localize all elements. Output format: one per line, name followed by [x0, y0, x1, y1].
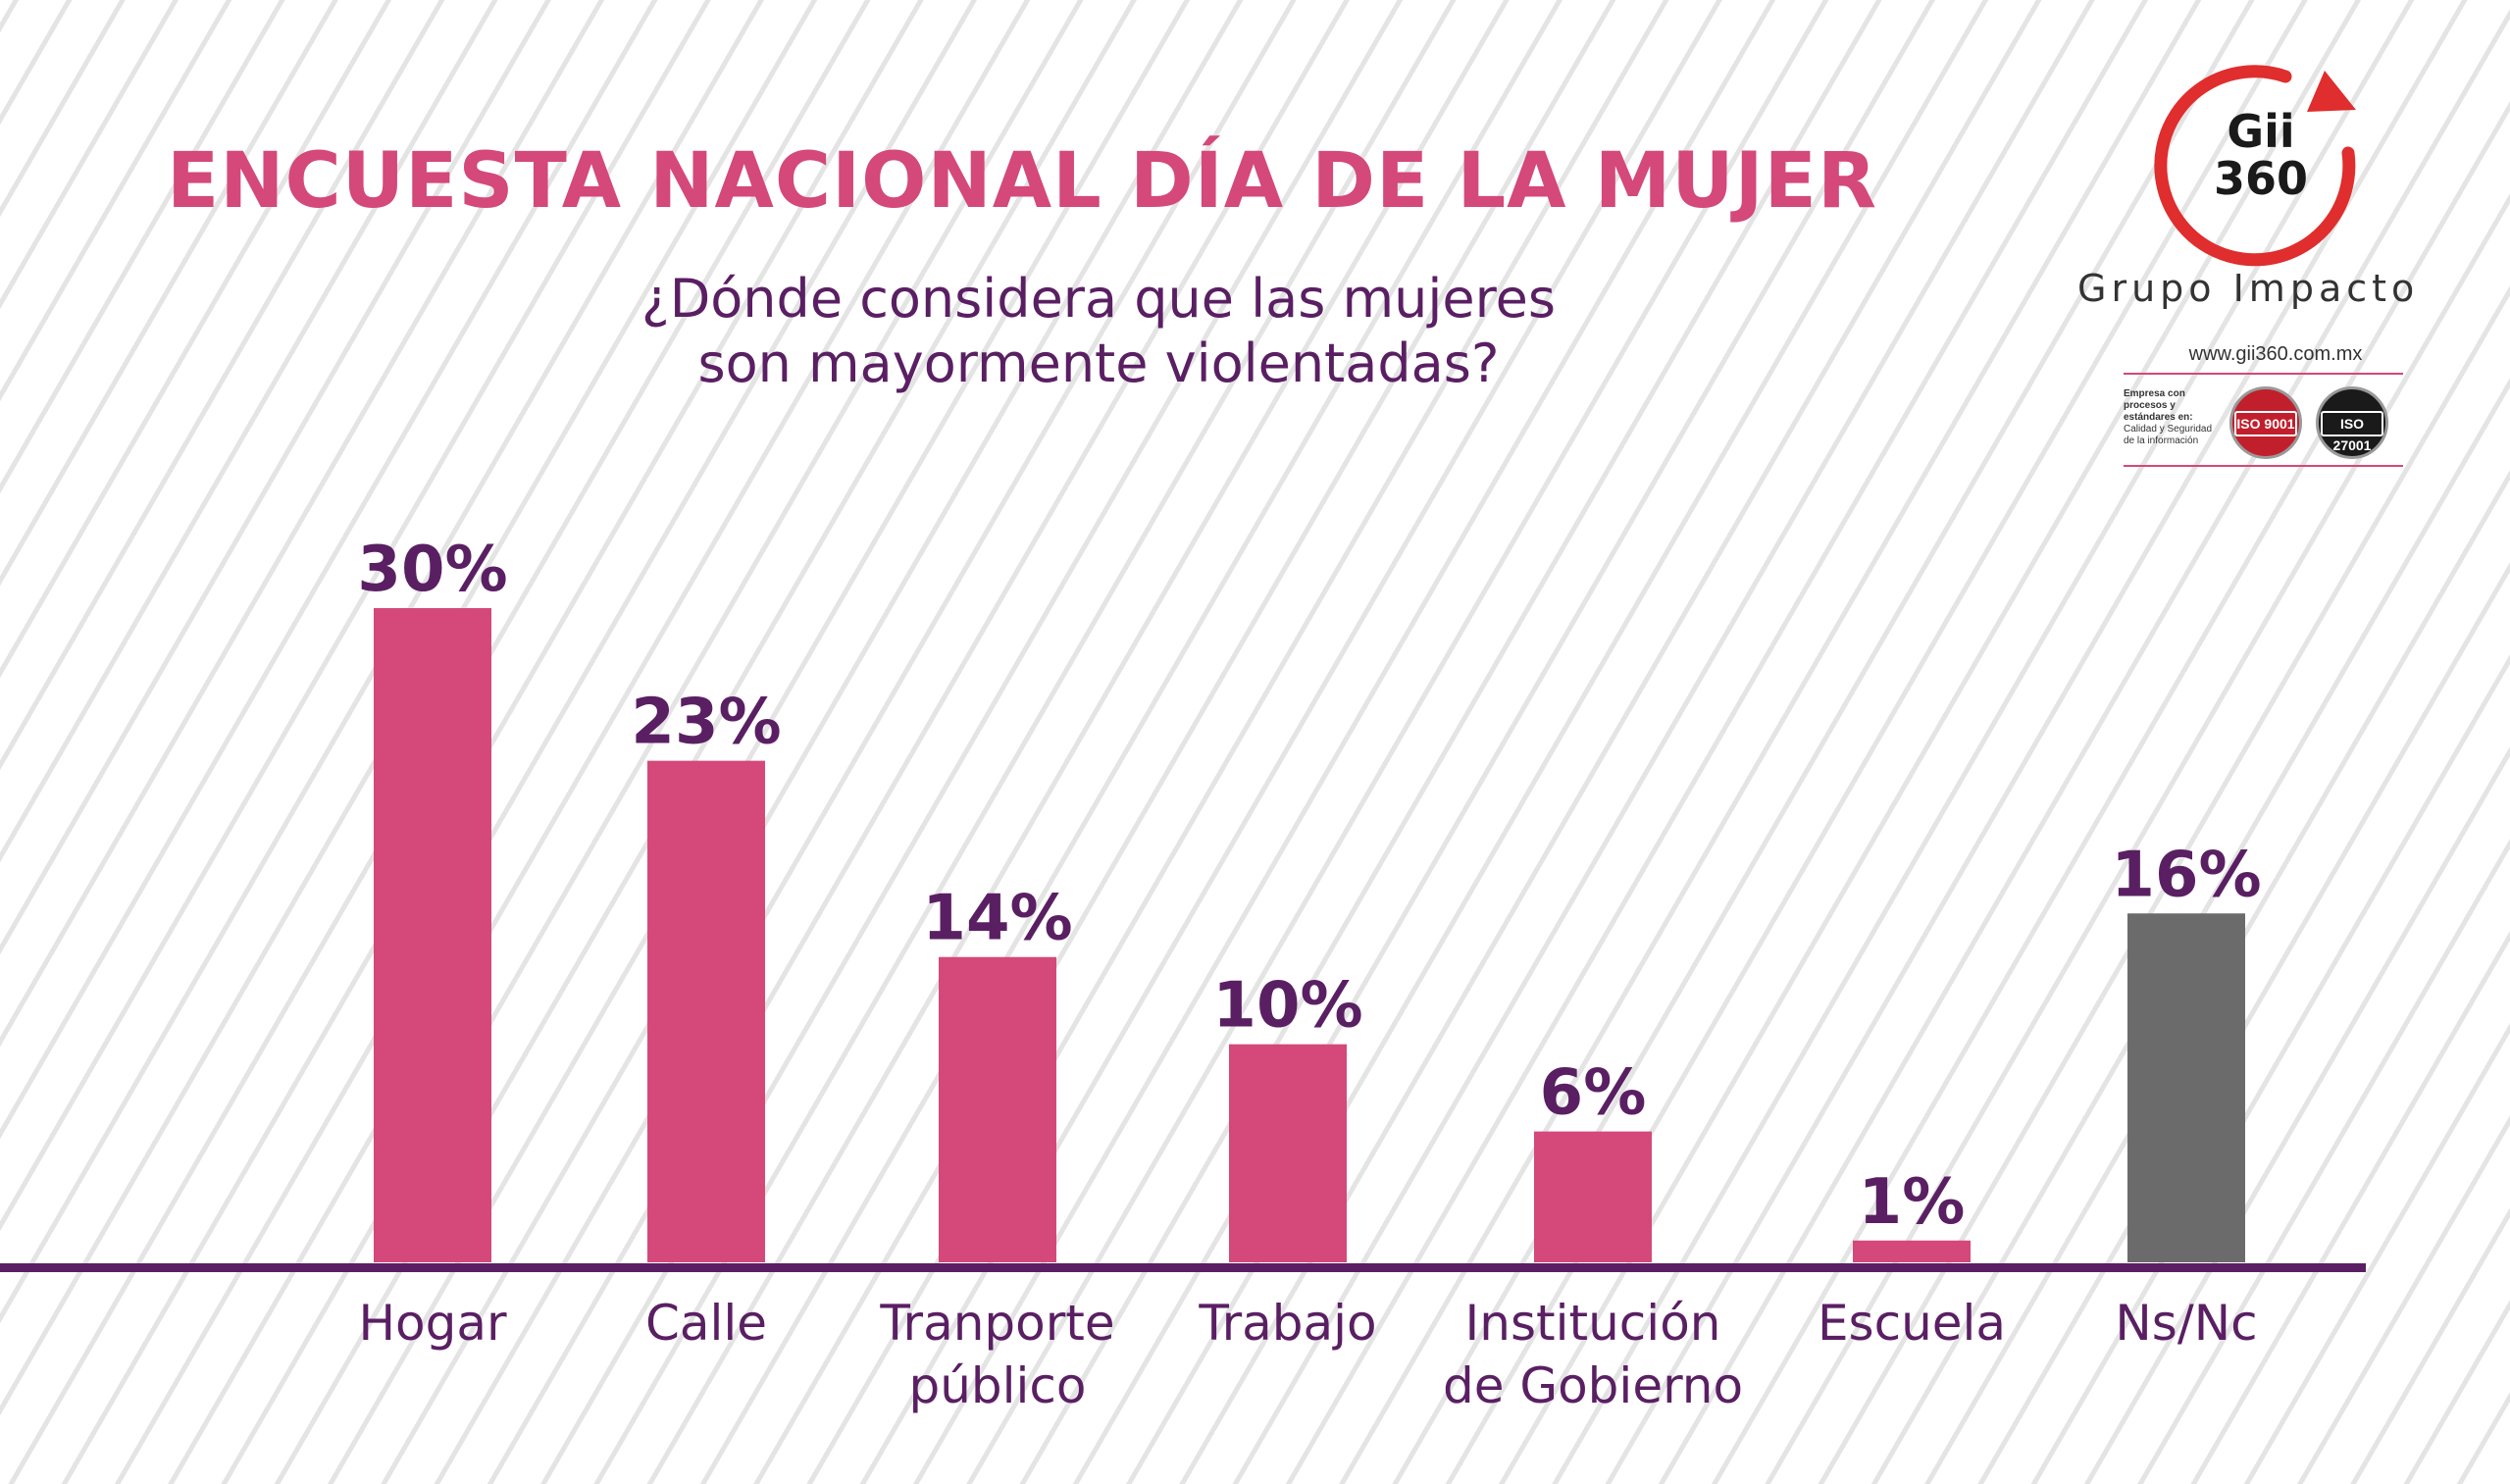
iso-9001-seal-icon: ISO 9001: [2229, 386, 2302, 459]
category-label-6-0: Ns/Nc: [2115, 1295, 2257, 1352]
chart-subtitle: ¿Dónde considera que las mujeres son may…: [510, 267, 1687, 396]
category-label-3-0: Trabajo: [1198, 1295, 1376, 1352]
value-label-0: 30%: [357, 534, 507, 606]
value-label-1: 23%: [631, 687, 781, 759]
x-axis-line: [0, 1263, 2366, 1272]
brand-url: www.gii360.com.mx: [2188, 343, 2363, 365]
brand-name: Grupo Impacto: [2077, 267, 2420, 310]
iso-line-2: de la información: [2124, 435, 2199, 446]
iso-27001-label: ISO 27001: [2321, 411, 2383, 453]
logo-text-360: 360: [2214, 152, 2308, 205]
iso-line-1: Calidad y Seguridad: [2124, 424, 2213, 435]
iso-heading: Empresa con procesos y estándares en:: [2124, 388, 2193, 423]
subtitle-line-1: ¿Dónde considera que las mujeres: [641, 268, 1556, 330]
iso-9001-label: ISO 9001: [2234, 411, 2297, 436]
bar-6: [2127, 913, 2245, 1262]
value-label-6: 16%: [2111, 839, 2261, 911]
category-label-4-0: Institución: [1465, 1295, 1721, 1352]
value-label-5: 1%: [1859, 1166, 1966, 1239]
category-label-0-0: Hogar: [358, 1295, 507, 1352]
category-label-2-0: Tranporte: [879, 1295, 1114, 1352]
subtitle-line-2: son mayormente violentadas?: [697, 333, 1500, 394]
bar-1: [647, 760, 765, 1262]
value-label-4: 6%: [1540, 1057, 1647, 1130]
iso-description: Empresa con procesos y estándares en: Ca…: [2124, 388, 2227, 447]
bar-0: [374, 608, 491, 1262]
logo-text-gii: Gii: [2227, 105, 2294, 158]
bar-5: [1853, 1240, 1971, 1262]
iso-certification-strip: Empresa con procesos y estándares en: Ca…: [2124, 373, 2403, 467]
gii360-logo: Gii 360: [2154, 65, 2356, 267]
category-label-1-0: Calle: [645, 1295, 767, 1352]
value-label-2: 14%: [922, 883, 1072, 955]
chart-title: ENCUESTA NACIONAL DÍA DE LA MUJER: [167, 137, 1878, 226]
category-label-5-0: Escuela: [1818, 1295, 2006, 1352]
category-label-4-1: de Gobierno: [1443, 1357, 1743, 1414]
logo-arrow-icon: [2307, 71, 2356, 112]
bar-3: [1229, 1044, 1347, 1262]
category-label-2-1: público: [908, 1357, 1086, 1414]
bar-2: [939, 956, 1056, 1262]
iso-27001-seal-icon: ISO 27001: [2316, 386, 2388, 459]
value-label-3: 10%: [1212, 970, 1362, 1043]
logo-ring-icon: [2154, 65, 2356, 267]
bar-4: [1534, 1131, 1652, 1262]
